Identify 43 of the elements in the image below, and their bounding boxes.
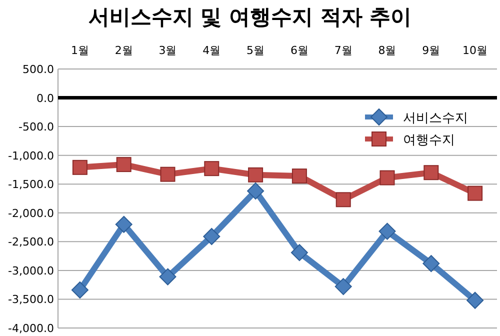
point: [116, 157, 132, 172]
y-tick-label: -2,500.0: [8, 236, 54, 249]
point: [290, 244, 308, 262]
x-tick-label: 6월: [290, 44, 308, 57]
x-tick-label: 8월: [378, 44, 396, 57]
y-tick-label: 500.0: [22, 63, 54, 76]
chart-title: 서비스수지 및 여행수지 적자 추이: [88, 5, 412, 29]
point: [380, 170, 395, 186]
y-tick-label: -2,000.0: [8, 206, 54, 220]
y-tick-label: -1,000.0: [8, 149, 54, 162]
point: [203, 228, 220, 245]
y-tick-label: -1,500.0: [8, 178, 54, 192]
point: [424, 165, 439, 180]
x-tick-label: 7월: [334, 44, 352, 57]
legend-label: 여행수지: [403, 133, 455, 148]
y-tick-label: 0.0: [36, 92, 54, 105]
point: [115, 216, 132, 233]
x-tick-label: 1월: [70, 44, 89, 57]
point: [248, 167, 264, 182]
point: [159, 268, 176, 286]
x-tick-label: 2월: [114, 44, 133, 57]
point: [422, 255, 440, 272]
point: [292, 168, 307, 184]
point: [334, 278, 352, 296]
point: [247, 182, 264, 200]
x-tick-label: 3월: [158, 44, 177, 57]
x-tick-label: 4월: [202, 44, 221, 57]
point: [378, 222, 396, 240]
y-tick-label: -500.0: [18, 120, 54, 134]
legend-label: 서비스수지: [403, 111, 468, 126]
point: [204, 161, 220, 176]
x-tick-label: 10월: [462, 44, 488, 57]
point: [71, 282, 88, 299]
x-tick-label: 9월: [422, 44, 440, 57]
point: [160, 166, 176, 182]
point: [336, 192, 351, 208]
point: [468, 186, 483, 201]
x-tick-label: 5월: [246, 44, 265, 57]
y-tick-label: -4,000.0: [8, 322, 54, 335]
y-tick-label: -3,000.0: [8, 264, 54, 278]
point: [466, 292, 484, 309]
point: [72, 160, 88, 175]
y-tick-label: -3,500.0: [8, 293, 54, 306]
